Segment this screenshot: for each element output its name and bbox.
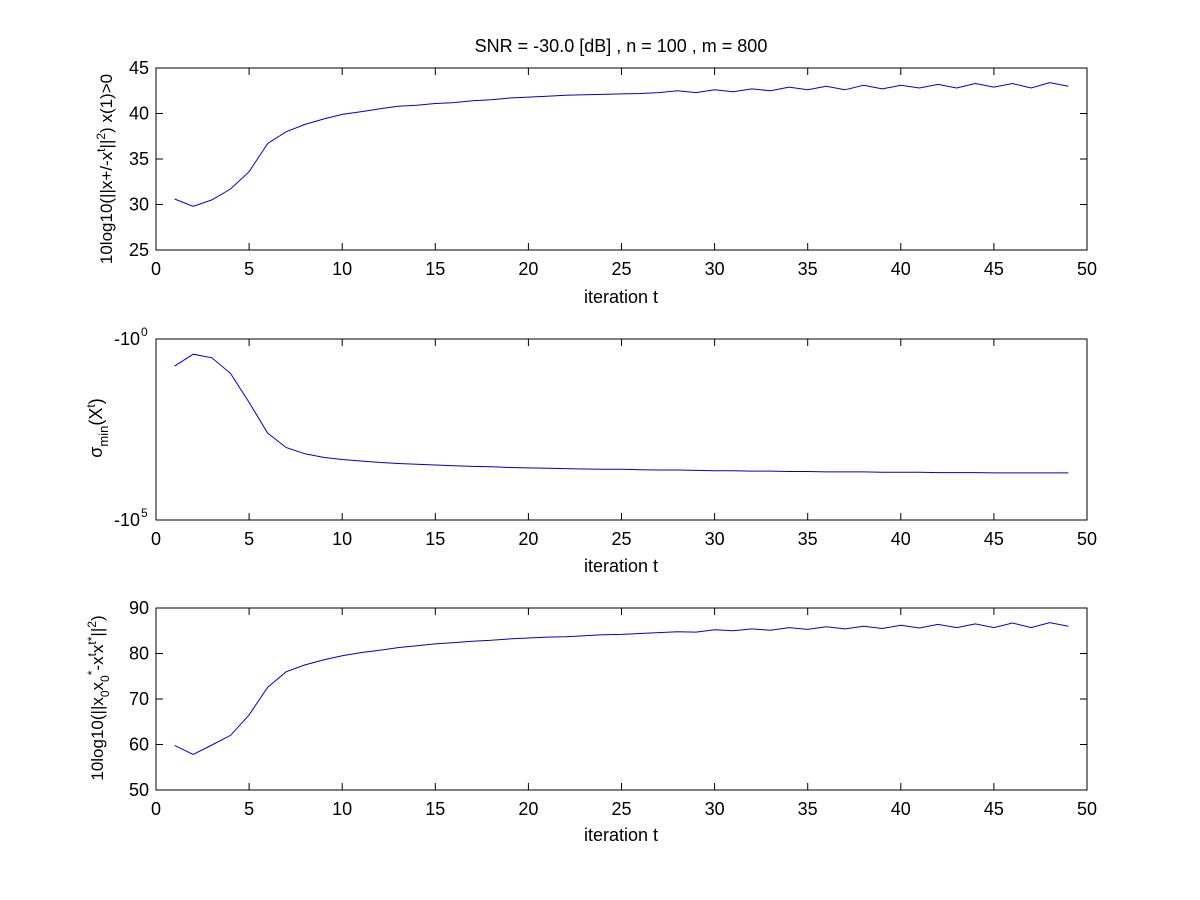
bottom-xtick-label: 15 (425, 799, 445, 819)
bottom-ytick-label: 50 (129, 780, 149, 800)
top-xtick-label: 35 (798, 259, 818, 279)
top-ytick-label: 40 (129, 104, 149, 124)
top-ytick-label: 25 (129, 240, 149, 260)
middle-xtick-label: 15 (425, 529, 445, 549)
middle-ytick-label: -10 (114, 510, 140, 530)
middle-ylabel: σmin(Xt) (84, 398, 111, 457)
bottom-ytick-label: 80 (129, 644, 149, 664)
top-axes: 0 5 10 15 20 25 30 35 40 45 50 25 30 35 40 45 (129, 58, 1097, 279)
bottom-xtick-label: 40 (891, 799, 911, 819)
middle-xtick-label: 30 (705, 529, 725, 549)
top-xtick-label: 50 (1077, 259, 1097, 279)
bottom-axes: 0 5 10 15 20 25 30 35 40 45 50 50 60 70 80 90 (129, 598, 1097, 819)
middle-xtick-label: 0 (151, 529, 161, 549)
bottom-xtick-label: 25 (611, 799, 631, 819)
middle-xtick-label: 5 (244, 529, 254, 549)
top-ylabel: 10log10(||x+/-xt||2) x(1)>0 (94, 74, 116, 264)
bottom-xtick-label: 50 (1077, 799, 1097, 819)
bottom-ylabel: 10log10(||x0x0*-xtxt*||2) (85, 615, 112, 780)
bottom-xtick-label: 5 (244, 799, 254, 819)
bottom-xtick-label: 20 (518, 799, 538, 819)
top-xtick-label: 40 (891, 259, 911, 279)
top-xtick-label: 15 (425, 259, 445, 279)
top-xtick-label: 5 (244, 259, 254, 279)
bottom-ytick-label: 90 (129, 598, 149, 618)
bottom-xtick-label: 10 (332, 799, 352, 819)
middle-xtick-label: 20 (518, 529, 538, 549)
middle-ytick-label: -10 (114, 329, 140, 349)
chart-title: SNR = -30.0 [dB] , n = 100 , m = 800 (475, 36, 768, 56)
middle-xtick-label: 35 (798, 529, 818, 549)
bottom-xtick-label: 45 (984, 799, 1004, 819)
middle-xtick-label: 10 (332, 529, 352, 549)
top-xtick-label: 25 (611, 259, 631, 279)
top-ytick-label: 35 (129, 149, 149, 169)
top-ytick-label: 45 (129, 58, 149, 78)
middle-xtick-label: 25 (611, 529, 631, 549)
middle-xtick-label: 40 (891, 529, 911, 549)
top-xtick-label: 20 (518, 259, 538, 279)
top-xlabel: iteration t (584, 287, 658, 307)
middle-xlabel: iteration t (584, 556, 658, 576)
top-xtick-label: 45 (984, 259, 1004, 279)
bottom-xtick-label: 35 (798, 799, 818, 819)
bottom-xtick-label: 30 (705, 799, 725, 819)
middle-xtick-label: 45 (984, 529, 1004, 549)
bottom-xtick-label: 0 (151, 799, 161, 819)
middle-ytick-exponent: 5 (141, 506, 148, 520)
middle-series-line (174, 353, 1069, 474)
bottom-series-line (174, 622, 1069, 756)
top-series-line (174, 82, 1069, 207)
middle-xtick-label: 50 (1077, 529, 1097, 549)
top-xtick-label: 30 (705, 259, 725, 279)
bottom-ytick-label: 60 (129, 735, 149, 755)
top-xtick-label: 0 (151, 259, 161, 279)
middle-ytick-exponent: 0 (141, 325, 148, 339)
top-xtick-label: 10 (332, 259, 352, 279)
bottom-ytick-label: 70 (129, 689, 149, 709)
top-ytick-label: 30 (129, 195, 149, 215)
bottom-xlabel: iteration t (584, 825, 658, 845)
middle-axes: 0 5 10 15 20 25 30 35 40 45 50-10 0-10 5 (114, 325, 1097, 549)
